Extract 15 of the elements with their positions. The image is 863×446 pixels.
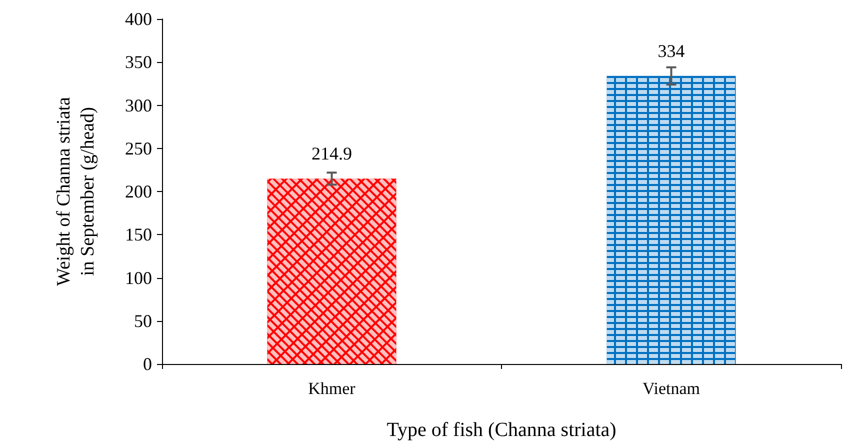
y-tick-label: 50 [134,310,152,331]
y-tick-label: 100 [125,268,152,288]
x-tick-label: Khmer [308,379,356,398]
y-tick-label: 150 [125,224,152,245]
data-label: 214.9 [312,144,352,164]
y-tick-label: 300 [125,95,152,116]
y-tick-label: 200 [125,182,152,202]
y-tick-label: 250 [125,138,152,158]
y-axis-title: Weight of Channa striata in September (g/head) [54,96,98,286]
y-tick-label: 350 [125,52,152,72]
x-axis-title: Type of fish (Channa striata) [386,419,616,441]
y-tick-label: 400 [125,9,152,29]
data-label: 334 [658,40,685,61]
x-tick-label: Vietnam [642,379,700,398]
y-tick-label: 0 [143,354,152,374]
